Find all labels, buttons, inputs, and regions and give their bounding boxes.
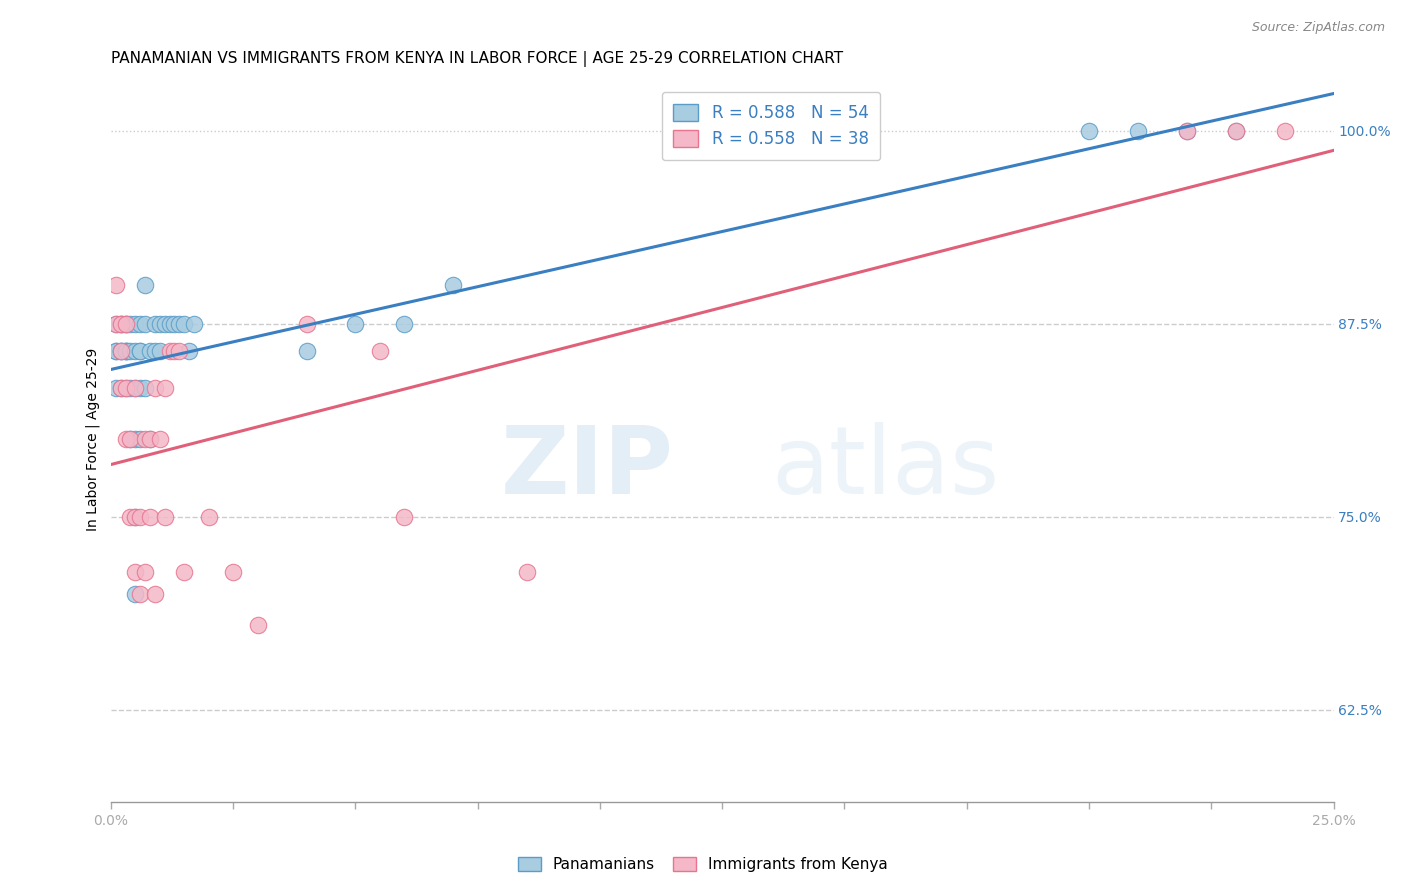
- Legend: R = 0.588   N = 54, R = 0.558   N = 38: R = 0.588 N = 54, R = 0.558 N = 38: [662, 92, 880, 161]
- Point: [246, 617, 269, 632]
- Point: [143, 317, 166, 331]
- Point: [129, 509, 152, 524]
- Point: [1225, 123, 1247, 137]
- Point: [394, 509, 416, 524]
- Point: [134, 433, 156, 447]
- Point: [104, 344, 127, 359]
- Y-axis label: In Labor Force | Age 25-29: In Labor Force | Age 25-29: [86, 348, 100, 531]
- Point: [1078, 123, 1101, 137]
- Point: [295, 344, 318, 359]
- Point: [129, 381, 152, 395]
- Point: [110, 381, 132, 395]
- Point: [110, 317, 132, 331]
- Point: [110, 344, 132, 359]
- Point: [104, 277, 127, 292]
- Point: [129, 317, 152, 331]
- Point: [173, 565, 195, 579]
- Point: [169, 344, 191, 359]
- Point: [124, 433, 146, 447]
- Point: [1274, 123, 1296, 137]
- Point: [1126, 123, 1149, 137]
- Text: ZIP: ZIP: [501, 423, 673, 515]
- Point: [114, 381, 136, 395]
- Point: [159, 344, 181, 359]
- Point: [149, 433, 172, 447]
- Text: Source: ZipAtlas.com: Source: ZipAtlas.com: [1251, 21, 1385, 34]
- Point: [129, 433, 152, 447]
- Point: [143, 587, 166, 601]
- Point: [110, 344, 132, 359]
- Point: [124, 381, 146, 395]
- Point: [169, 317, 191, 331]
- Point: [153, 317, 176, 331]
- Point: [149, 344, 172, 359]
- Text: PANAMANIAN VS IMMIGRANTS FROM KENYA IN LABOR FORCE | AGE 25-29 CORRELATION CHART: PANAMANIAN VS IMMIGRANTS FROM KENYA IN L…: [111, 51, 844, 67]
- Point: [110, 381, 132, 395]
- Point: [344, 317, 367, 331]
- Point: [134, 381, 156, 395]
- Point: [114, 381, 136, 395]
- Point: [124, 509, 146, 524]
- Point: [295, 317, 318, 331]
- Point: [183, 317, 205, 331]
- Point: [124, 509, 146, 524]
- Point: [1175, 123, 1198, 137]
- Point: [114, 317, 136, 331]
- Point: [159, 317, 181, 331]
- Point: [143, 381, 166, 395]
- Point: [124, 381, 146, 395]
- Point: [134, 277, 156, 292]
- Point: [114, 344, 136, 359]
- Point: [124, 587, 146, 601]
- Point: [368, 344, 391, 359]
- Point: [114, 344, 136, 359]
- Point: [129, 587, 152, 601]
- Point: [120, 317, 142, 331]
- Point: [163, 317, 186, 331]
- Point: [394, 317, 416, 331]
- Point: [114, 344, 136, 359]
- Point: [163, 344, 186, 359]
- Point: [124, 565, 146, 579]
- Point: [516, 565, 538, 579]
- Point: [110, 344, 132, 359]
- Point: [197, 509, 219, 524]
- Point: [1225, 123, 1247, 137]
- Point: [1175, 123, 1198, 137]
- Point: [139, 433, 162, 447]
- Point: [120, 509, 142, 524]
- Point: [124, 317, 146, 331]
- Point: [149, 317, 172, 331]
- Point: [114, 433, 136, 447]
- Point: [222, 565, 245, 579]
- Legend: Panamanians, Immigrants from Kenya: Panamanians, Immigrants from Kenya: [510, 849, 896, 880]
- Point: [114, 317, 136, 331]
- Point: [120, 433, 142, 447]
- Point: [120, 344, 142, 359]
- Point: [134, 317, 156, 331]
- Point: [153, 381, 176, 395]
- Text: atlas: atlas: [770, 423, 1000, 515]
- Point: [110, 317, 132, 331]
- Point: [114, 317, 136, 331]
- Point: [129, 344, 152, 359]
- Point: [143, 344, 166, 359]
- Point: [179, 344, 201, 359]
- Point: [120, 381, 142, 395]
- Point: [139, 509, 162, 524]
- Point: [173, 317, 195, 331]
- Point: [153, 509, 176, 524]
- Point: [104, 317, 127, 331]
- Point: [139, 433, 162, 447]
- Point: [110, 317, 132, 331]
- Point: [124, 344, 146, 359]
- Point: [134, 565, 156, 579]
- Point: [139, 344, 162, 359]
- Point: [104, 317, 127, 331]
- Point: [120, 433, 142, 447]
- Point: [129, 344, 152, 359]
- Point: [104, 381, 127, 395]
- Point: [104, 344, 127, 359]
- Point: [441, 277, 464, 292]
